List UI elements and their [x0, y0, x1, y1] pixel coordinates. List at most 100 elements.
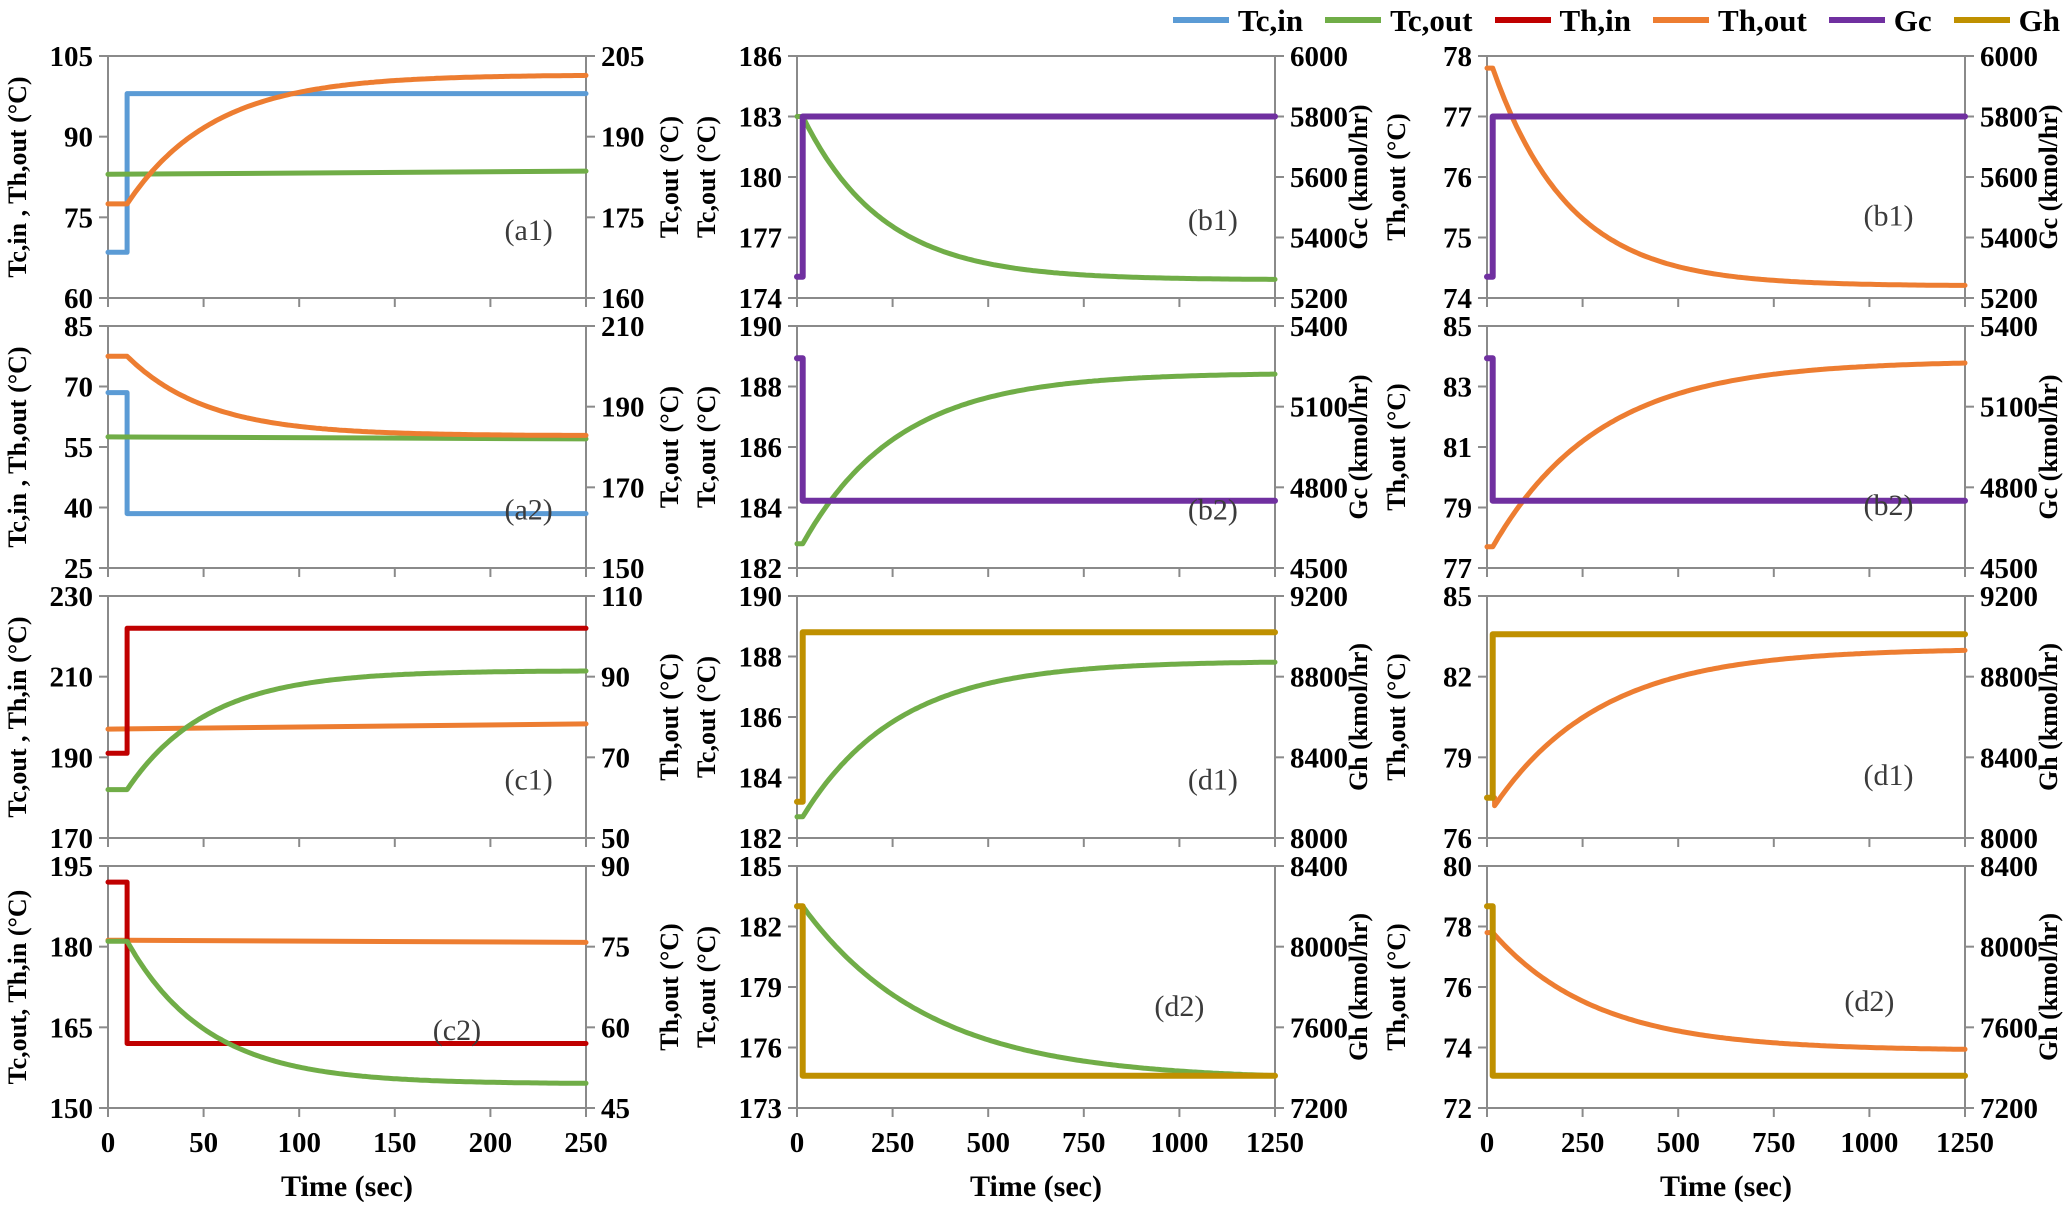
legend: Tc,in Tc,out Th,in Th,out Gc Gh [0, 0, 2068, 40]
left-tick-label: 105 [50, 41, 94, 73]
left-tick-label: 183 [739, 102, 783, 134]
legend-item-Tc,out: Tc,out [1325, 2, 1473, 38]
series-line-Gc [794, 355, 1278, 504]
left-tick-label: 80 [1443, 851, 1472, 883]
x-axis: 0 250 500 750 1000 1250 [790, 1108, 1304, 1159]
legend-swatch-icon [1953, 17, 2010, 23]
x-tick-label: 500 [1656, 1127, 1700, 1159]
series-line-Tc,out [105, 668, 589, 793]
right-tick-label: 5600 [1290, 162, 1348, 194]
left-tick-label: 182 [739, 823, 783, 850]
chart-svg-d2-mid: 185 182 179 176 173 8400 8000 7600 7200 0 250 500 75… [692, 851, 1373, 1203]
left-tick-label: 76 [1443, 823, 1472, 850]
right-tick-label: 45 [601, 1093, 630, 1125]
x-tick-label: 750 [1752, 1127, 1796, 1159]
right-tick-label: 5100 [1980, 392, 2038, 424]
left-axis-title: Th,out (°C) [1382, 653, 1411, 780]
left-tick-label: 184 [739, 763, 783, 795]
left-axis: 195 180 165 150 [50, 851, 108, 1125]
right-axis-title: Gc (kmol/hr) [2034, 374, 2063, 519]
legend-item-Th,out: Th,out [1653, 5, 1807, 36]
left-axis: 85 82 79 76 [1443, 581, 1487, 855]
left-tick-label: 70 [64, 372, 93, 404]
left-tick-label: 25 [64, 553, 93, 580]
plot-border [796, 55, 1276, 299]
legend-label: Th,out [1718, 2, 1807, 38]
series-line-Gh [1484, 903, 1968, 1079]
x-tick-label: 1000 [1150, 1127, 1208, 1159]
chart-panel-d1-right: 85 82 79 76 9200 8800 8400 8000 Th,out (°C) Gh (k… [1379, 580, 2068, 855]
right-axis: 9200 8800 8400 8000 [1965, 581, 2038, 855]
left-tick-label: 77 [1443, 553, 1472, 580]
right-tick-label: 8400 [1290, 742, 1348, 774]
left-tick-label: 185 [739, 851, 783, 883]
chart-panel-b1-mid: 186 183 180 177 174 6000 5800 5600 5400 5200 Tc,ou… [689, 40, 1379, 315]
left-axis: 186 183 180 177 174 [739, 41, 797, 315]
x-axis: 0 50 100 150 200 250 [101, 1108, 608, 1159]
series-line-Tc,out [105, 434, 589, 442]
right-axis-title: Th,out (°C) [655, 923, 684, 1050]
chart-panel-b1-right: 78 77 76 75 74 6000 5800 5600 5400 5200 Th,out (°C… [1379, 40, 2068, 315]
left-tick-label: 173 [739, 1093, 783, 1125]
x-axis [1486, 568, 1966, 577]
left-tick-label: 184 [739, 493, 783, 525]
chart-svg-c2: 195 180 165 150 90 75 60 45 0 50 100 150 200 250 Time … [3, 851, 684, 1203]
left-axis-title: Th,out (°C) [1382, 923, 1411, 1050]
right-tick-label: 5600 [1980, 162, 2038, 194]
left-axis: 78 77 76 75 74 [1443, 41, 1487, 315]
plot-border [1486, 55, 1966, 299]
x-axis: 0 250 500 750 1000 1250 [1480, 1108, 1994, 1159]
chart-svg-a1: 105 90 75 60 205 190 175 160 Tc,in , Th,out (°C)… [3, 41, 684, 315]
x-axis [1486, 298, 1966, 307]
plot-border [796, 325, 1276, 569]
series-line-Th,in [105, 625, 589, 756]
right-axis: 5400 5100 4800 4500 [1965, 311, 2038, 585]
series-line-Th,out [105, 353, 589, 438]
right-tick-label: 175 [601, 202, 645, 234]
left-axis: 105 90 75 60 [50, 41, 108, 315]
x-axis [796, 838, 1276, 847]
series-line-Th,out [1484, 65, 1968, 288]
right-tick-label: 7600 [1980, 1012, 2038, 1044]
left-axis-title: Tc,in , Th,out (°C) [3, 76, 32, 277]
right-tick-label: 4800 [1980, 472, 2038, 504]
right-axis-title: Tc,out (°C) [655, 386, 684, 508]
right-tick-label: 8000 [1980, 823, 2038, 850]
legend-item-Gh: Gh [1953, 5, 2060, 36]
series-line-Tc,out [794, 371, 1278, 547]
right-tick-label: 8000 [1290, 823, 1348, 850]
right-axis: 6000 5800 5600 5400 5200 [1965, 41, 2038, 315]
legend-swatch-icon [1172, 17, 1229, 23]
right-tick-label: 210 [601, 311, 645, 343]
left-tick-label: 83 [1443, 372, 1472, 404]
x-axis [796, 568, 1276, 577]
right-tick-label: 4500 [1980, 553, 2038, 580]
chart-svg-d1-mid: 190 188 186 184 182 9200 8800 8400 8000 Tc,out (°… [692, 581, 1373, 855]
left-tick-label: 75 [64, 202, 93, 234]
series-line-Gh [1484, 631, 1968, 801]
left-tick-label: 188 [739, 372, 783, 404]
series-line-Gc [1484, 355, 1968, 504]
right-tick-label: 90 [601, 662, 630, 694]
right-axis-title: Gh (kmol/hr) [2034, 913, 2063, 1061]
right-tick-label: 5800 [1980, 102, 2038, 134]
series-line-Th,in [105, 879, 589, 1046]
right-tick-label: 190 [601, 122, 645, 154]
right-axis: 8400 8000 7600 7200 [1965, 851, 2038, 1125]
left-axis-title: Th,out (°C) [1382, 383, 1411, 510]
panel-annotation: (d1) [1864, 759, 1914, 792]
plot-border [107, 865, 587, 1109]
left-tick-label: 190 [739, 311, 783, 343]
left-tick-label: 78 [1443, 912, 1472, 944]
panel-annotation: (a1) [504, 214, 552, 247]
chart-svg-b1-right: 78 77 76 75 74 6000 5800 5600 5400 5200 Th,out (°C… [1382, 41, 2063, 315]
left-axis: 185 182 179 176 173 [739, 851, 797, 1125]
left-tick-label: 85 [64, 311, 93, 343]
legend-label: Tc,out [1390, 2, 1473, 38]
panel-annotation: (a2) [504, 494, 552, 527]
x-axis-title: Time (sec) [1660, 1170, 1792, 1202]
right-axis-title: Gh (kmol/hr) [1344, 913, 1373, 1061]
legend-label: Tc,in [1237, 2, 1304, 38]
right-tick-label: 7200 [1980, 1093, 2038, 1125]
left-tick-label: 72 [1443, 1093, 1472, 1125]
